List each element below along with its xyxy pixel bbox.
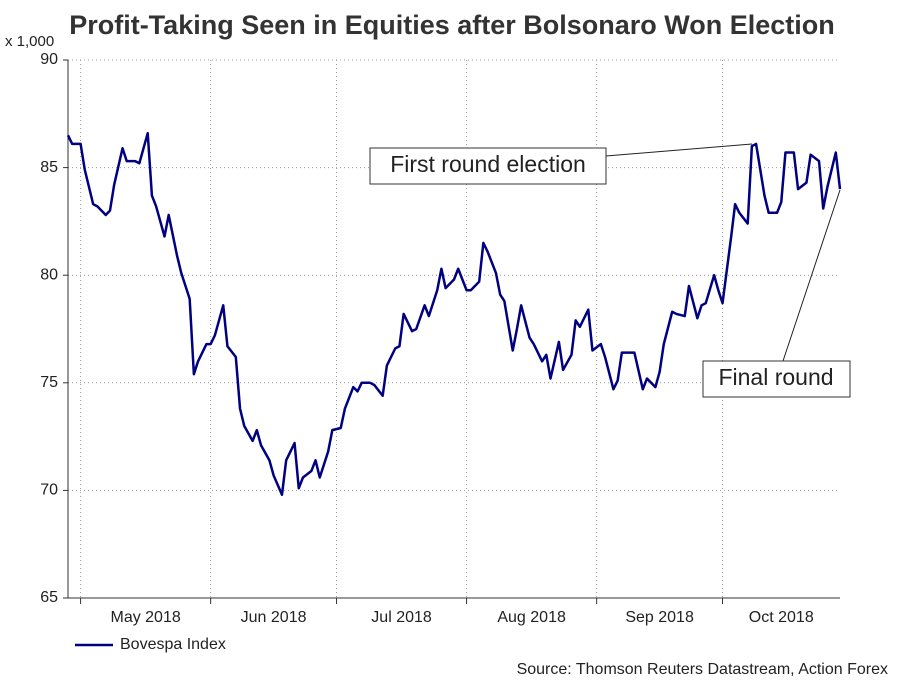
x-tick-label: Aug 2018 [497, 609, 566, 626]
legend-label: Bovespa Index [120, 636, 226, 653]
annotation-box [702, 360, 851, 398]
x-tick-label: Sep 2018 [625, 609, 694, 626]
annotation-first-round: First round election [369, 143, 753, 185]
x-tick-label: May 2018 [110, 609, 180, 626]
y-tick-label: 80 [40, 266, 58, 283]
chart-title: Profit-Taking Seen in Equities after Bol… [69, 10, 835, 40]
y-tick-label: 65 [40, 589, 58, 606]
annotation-text: First round election [390, 151, 586, 177]
annotation-final-round: Final round [702, 189, 851, 398]
y-tick-label: 75 [40, 374, 58, 391]
x-tick-label: Jun 2018 [241, 609, 307, 626]
annotation-line [605, 143, 753, 157]
annotation-box [369, 147, 607, 185]
annotation-text: Final round [718, 364, 833, 390]
x-tick-label: Jul 2018 [371, 609, 432, 626]
y-tick-label: 90 [40, 51, 58, 68]
y-tick-label: 85 [40, 159, 58, 176]
data-line [66, 131, 842, 496]
annotation-line [782, 189, 841, 362]
x-tick-label: Oct 2018 [749, 609, 814, 626]
y-tick-label: 70 [40, 482, 58, 499]
y-unit-label: x 1,000 [5, 33, 54, 50]
source: Source: Thomson Reuters Datastream, Acti… [517, 661, 888, 678]
